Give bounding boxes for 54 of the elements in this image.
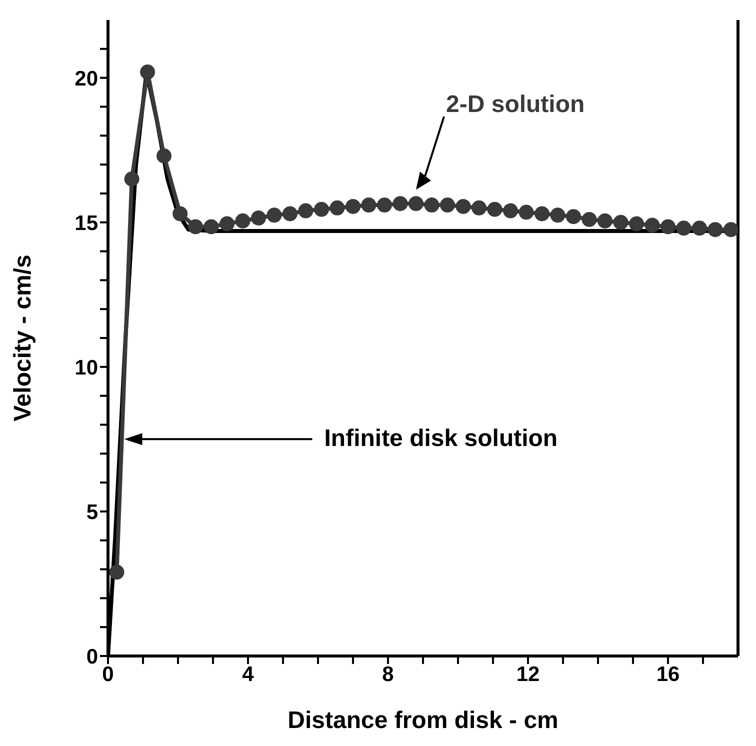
point	[392, 196, 408, 212]
point	[361, 198, 376, 213]
point	[518, 204, 534, 220]
x-tick-label: 8	[382, 662, 394, 686]
point	[676, 220, 692, 236]
x-tick-label: 4	[242, 662, 254, 686]
y-axis-title: Velocity - cm/s	[10, 254, 37, 422]
point	[204, 219, 219, 234]
point	[266, 208, 282, 223]
point	[408, 196, 424, 212]
point	[708, 222, 723, 238]
point	[124, 172, 140, 186]
point	[629, 216, 644, 232]
x-tick-label: 16	[656, 662, 680, 686]
point	[598, 213, 612, 228]
point	[692, 220, 707, 236]
y-tick-label: 5	[86, 500, 98, 524]
point	[377, 198, 392, 213]
point	[235, 213, 250, 228]
point	[440, 198, 455, 213]
point	[724, 222, 738, 238]
x-axis-title: Distance from disk - cm	[288, 707, 558, 734]
y-tick-label: 15	[74, 212, 98, 235]
point	[251, 210, 266, 226]
point	[487, 202, 502, 217]
point	[566, 209, 581, 224]
point	[582, 212, 597, 227]
point	[298, 203, 314, 218]
point	[503, 203, 518, 218]
point	[282, 206, 298, 222]
point	[534, 206, 550, 222]
point	[660, 219, 676, 234]
text: Infinite disk solution	[324, 425, 558, 454]
point	[140, 64, 156, 80]
x-tick-label: 12	[516, 662, 540, 686]
point	[472, 200, 486, 216]
point	[172, 206, 188, 222]
point	[346, 198, 360, 214]
text: 2-D solution	[446, 90, 585, 119]
point	[644, 218, 660, 233]
point	[220, 216, 234, 232]
point	[314, 202, 329, 217]
point	[424, 198, 440, 213]
point	[109, 564, 124, 580]
point	[613, 214, 628, 230]
x-tick-label: 0	[102, 662, 114, 686]
point	[188, 219, 203, 234]
y-tick-label: 20	[74, 67, 98, 90]
point	[330, 200, 345, 216]
point	[550, 208, 566, 223]
point	[456, 198, 471, 214]
point	[156, 148, 172, 164]
y-tick-label: 10	[74, 356, 98, 380]
y-tick-label: 0	[86, 645, 98, 668]
